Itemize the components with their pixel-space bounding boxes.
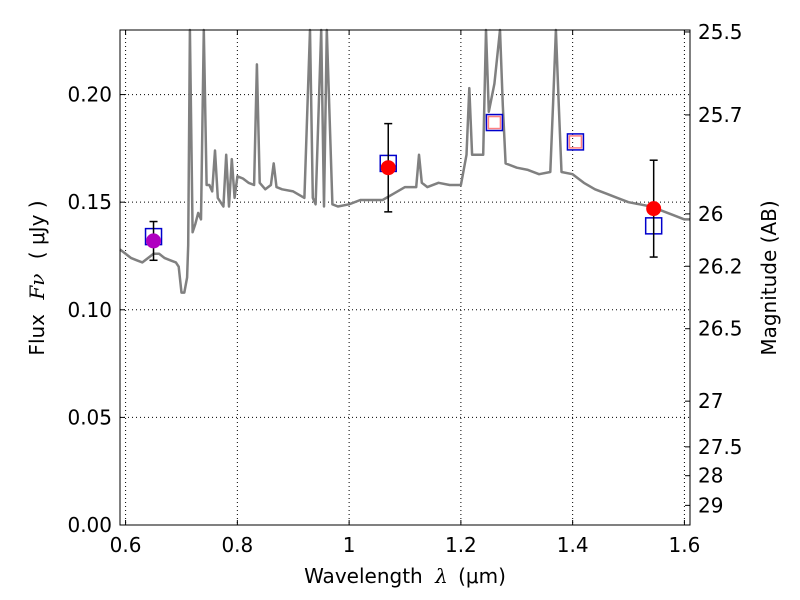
mag-tick-label: 26 — [698, 202, 723, 226]
y-axis-label-unit: ( μJy ) — [25, 200, 49, 259]
undetected-band-square — [568, 135, 583, 149]
y-tick-label: 0.05 — [67, 405, 112, 429]
mag-tick-label: 27.5 — [698, 435, 743, 459]
x-tick-label: 1.2 — [445, 533, 477, 557]
y-tick-label: 0.00 — [67, 513, 112, 537]
y-axis-label-left: Flux Fν ( μJy ) — [25, 200, 49, 355]
y-axis-label-symbol: Fν — [25, 274, 49, 301]
y-tick-label: 0.20 — [67, 83, 112, 107]
y-axis-label-text: Flux — [25, 314, 49, 356]
observed-point — [646, 201, 662, 217]
axis-ticks: 0.6 0.8 1 1.2 1.4 1.6 0.00 0.05 0.10 0.15 0.20 25.5… — [67, 20, 742, 557]
y-tick-label: 0.15 — [67, 190, 112, 214]
x-axis-label-unit: (μm) — [458, 564, 506, 588]
x-tick-label: 0.6 — [110, 533, 142, 557]
model-band-square — [485, 113, 504, 132]
mag-tick-label: 28 — [698, 464, 723, 488]
mag-tick-label: 25.7 — [698, 103, 743, 127]
observed-point — [380, 160, 396, 176]
x-tick-label: 1.6 — [669, 533, 701, 557]
undetected-band-square — [487, 115, 502, 130]
grid-lines — [120, 30, 690, 525]
mag-tick-label: 26.5 — [698, 317, 743, 341]
mag-tick-label: 29 — [698, 493, 723, 517]
mag-tick-label: 25.5 — [698, 20, 743, 44]
mag-tick-label: 26.2 — [698, 254, 743, 278]
sed-spectrum — [119, 28, 690, 294]
plot-frame — [119, 29, 691, 526]
x-axis-label-text: Wavelength — [304, 564, 423, 588]
x-tick-label: 1 — [343, 533, 356, 557]
y-axis-label-right: Magnitude (AB) — [757, 200, 781, 355]
x-tick-label: 0.8 — [221, 533, 253, 557]
mag-tick-label: 27 — [698, 389, 723, 413]
x-axis-label: Wavelength λ (μm) — [304, 564, 506, 588]
x-tick-label: 1.4 — [557, 533, 589, 557]
data-markers — [144, 113, 663, 262]
x-axis-label-symbol: λ — [434, 564, 448, 588]
y-tick-label: 0.10 — [67, 298, 112, 322]
sed-line — [119, 28, 690, 294]
observed-point — [146, 233, 162, 249]
model-band-square — [566, 133, 585, 151]
